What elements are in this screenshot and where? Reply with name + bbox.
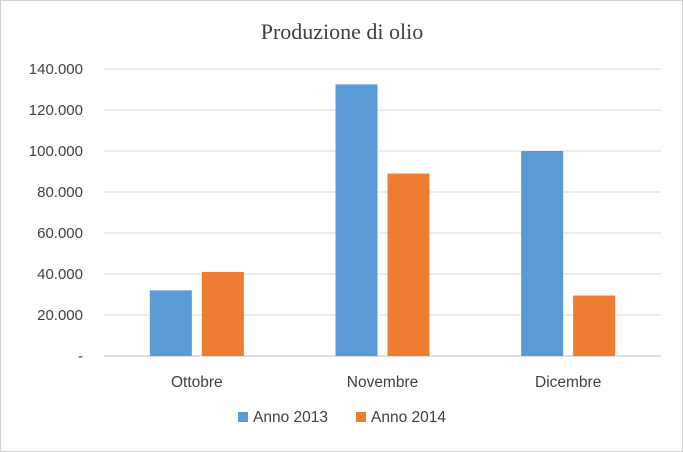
x-category-label: Dicembre bbox=[535, 374, 601, 391]
x-axis-categories: Ottobre Novembre Dicembre bbox=[171, 374, 601, 391]
legend-swatch bbox=[356, 412, 366, 422]
x-category-label: Ottobre bbox=[171, 374, 223, 391]
bar-novembre-2 bbox=[387, 173, 430, 356]
y-tick-label: 120.000 bbox=[29, 102, 83, 119]
chart-title: Produzione di olio bbox=[261, 19, 424, 44]
bar-dicembre-1 bbox=[521, 151, 564, 356]
legend-label: Anno 2013 bbox=[253, 409, 328, 426]
bar-novembre-1 bbox=[335, 84, 378, 356]
y-tick-label: 100.000 bbox=[29, 143, 83, 160]
bar-ottobre-1 bbox=[149, 290, 192, 356]
legend-swatch bbox=[238, 412, 248, 422]
y-axis-ticks: - 20.000 40.000 60.000 80.000 100.000 120.000 1… bbox=[29, 61, 83, 365]
y-tick-label: 140.000 bbox=[29, 61, 83, 78]
y-tick-label: 80.000 bbox=[37, 184, 83, 201]
y-tick-label: 20.000 bbox=[37, 307, 83, 324]
y-tick-label: 60.000 bbox=[37, 225, 83, 242]
y-tick-label: 40.000 bbox=[37, 266, 83, 283]
y-tick-label: - bbox=[78, 348, 83, 365]
gridlines bbox=[104, 68, 661, 357]
bar-ottobre-2 bbox=[201, 271, 244, 356]
bar-dicembre-2 bbox=[573, 295, 616, 356]
x-category-label: Novembre bbox=[347, 374, 419, 391]
bars bbox=[149, 84, 616, 356]
legend: Anno 2013 Anno 2014 bbox=[238, 409, 446, 426]
legend-label: Anno 2014 bbox=[371, 409, 446, 426]
